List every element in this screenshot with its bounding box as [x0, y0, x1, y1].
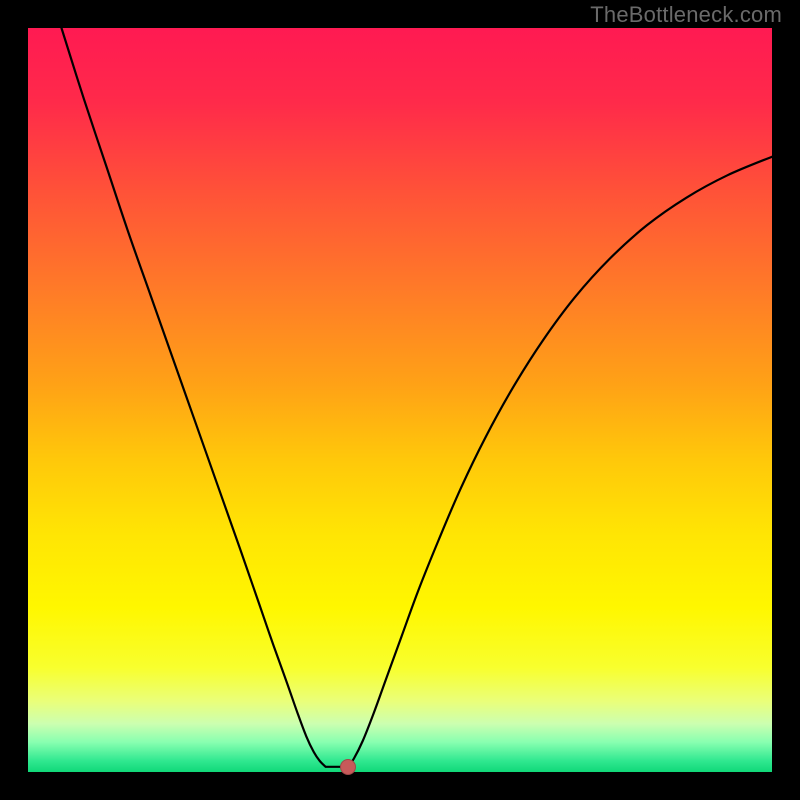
- watermark-text: TheBottleneck.com: [590, 2, 782, 28]
- chart-plot-area: [28, 28, 772, 772]
- chart-curve: [28, 28, 772, 772]
- chart-marker-dot: [340, 759, 356, 775]
